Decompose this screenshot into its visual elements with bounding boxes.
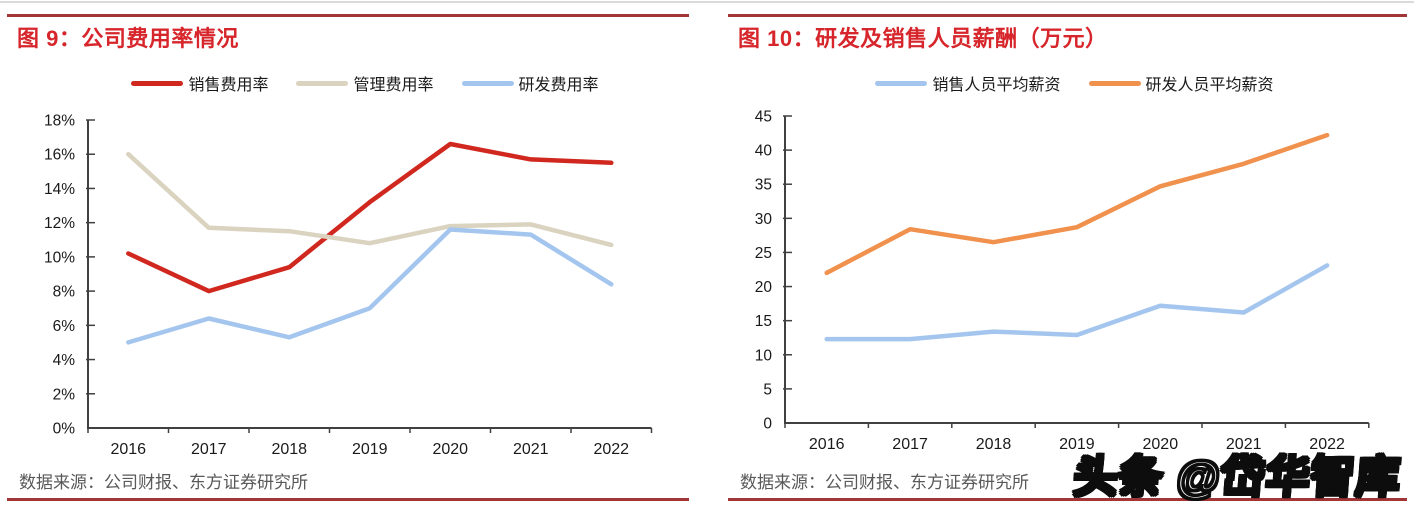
figure9-line-chart: 0% 2% 4% 6% 8% 10% 12% 14% 16% 18% 2016 2017 2018 201… <box>44 113 653 458</box>
y-axis-tick-label: 5 <box>763 381 772 398</box>
figure9-top-rule <box>7 14 689 17</box>
legend-label: 研发费用率 <box>518 77 599 94</box>
y-axis-tick-label: 10 <box>755 347 773 364</box>
series-line <box>824 263 1330 342</box>
figure10-title: 图 10：研发及销售人员薪酬（万元） <box>738 26 1108 51</box>
legend-line-swatch <box>1088 80 1141 86</box>
legend-line-swatch <box>131 80 184 86</box>
x-axis-tick-label: 2018 <box>271 441 307 458</box>
x-axis-tick-label: 2019 <box>352 441 388 458</box>
page-top-divider <box>0 1 1414 3</box>
y-axis-tick-label: 15 <box>755 313 772 330</box>
y-axis-tick-label: 14% <box>44 181 75 198</box>
legend-label: 销售费用率 <box>188 77 269 94</box>
y-axis-tick-label: 40 <box>755 143 773 160</box>
legend-item: 销售人员平均薪资 <box>875 71 1061 95</box>
figure10-bottom-rule <box>728 498 1407 501</box>
x-axis-tick-label: 2021 <box>513 441 549 458</box>
legend-item: 研发费用率 <box>461 71 599 95</box>
x-axis-tick-label: 2019 <box>1059 436 1095 453</box>
legend-item: 研发人员平均薪资 <box>1088 71 1274 95</box>
series-line <box>824 132 1330 276</box>
x-axis-tick-label: 2020 <box>1143 436 1179 453</box>
figure10-line-chart: 0 5 10 15 20 25 30 35 40 45 2016 2017 2018 2019 2020 20… <box>755 109 1370 453</box>
y-axis-tick-label: 8% <box>53 284 76 301</box>
legend-item: 销售费用率 <box>131 71 268 95</box>
y-axis-tick-label: 0 <box>763 416 772 433</box>
figure10-top-rule <box>728 14 1407 17</box>
x-axis-tick-label: 2022 <box>593 441 629 458</box>
x-axis-tick-label: 2021 <box>1226 436 1262 453</box>
x-axis-tick-label: 2017 <box>892 436 928 453</box>
y-axis-tick-label: 10% <box>44 249 75 266</box>
x-axis-tick-label: 2017 <box>191 441 227 458</box>
legend-label: 研发人员平均薪资 <box>1145 77 1274 94</box>
figure10-source-note: 数据来源：公司财报、东方证券研究所 <box>740 473 1029 492</box>
y-axis-tick-label: 25 <box>755 245 772 262</box>
legend-label: 管理费用率 <box>353 77 434 94</box>
legend-label: 销售人员平均薪资 <box>932 77 1061 94</box>
y-axis-tick-label: 0% <box>53 421 76 438</box>
y-axis-tick-label: 45 <box>755 109 772 126</box>
legend-line-swatch <box>875 80 928 86</box>
figure9-legend: 销售费用率 管理费用率 研发费用率 <box>7 71 689 95</box>
y-axis-tick-label: 18% <box>44 113 75 130</box>
series-line <box>126 141 614 294</box>
y-axis-tick-label: 6% <box>53 318 76 335</box>
x-axis-tick-label: 2016 <box>809 436 845 453</box>
figure9-panel: 图 9：公司费用率情况 销售费用率 管理费用率 研发费用率 0% 2% 4% 6% 8% 10… <box>7 0 689 510</box>
y-axis-tick-label: 20 <box>755 279 773 296</box>
y-axis-tick-label: 2% <box>53 386 76 403</box>
series-line <box>126 151 614 248</box>
series-line <box>126 227 614 345</box>
x-axis-tick-label: 2016 <box>110 441 146 458</box>
y-axis-tick-label: 35 <box>755 177 772 194</box>
figure10-panel: 图 10：研发及销售人员薪酬（万元） 销售人员平均薪资 研发人员平均薪资 0 5 10… <box>728 0 1407 510</box>
x-axis-tick-label: 2022 <box>1309 436 1345 453</box>
figure10-legend: 销售人员平均薪资 研发人员平均薪资 <box>728 71 1407 95</box>
legend-item: 管理费用率 <box>296 71 434 95</box>
toutiao-watermark: 头条 @岱华智库 <box>1071 452 1404 504</box>
y-axis-tick-label: 30 <box>755 211 773 228</box>
legend-line-swatch <box>296 80 349 86</box>
x-axis-tick-label: 2020 <box>432 441 468 458</box>
figure9-title: 图 9：公司费用率情况 <box>17 26 239 51</box>
y-axis-tick-label: 12% <box>44 215 75 232</box>
legend-line-swatch <box>461 80 514 86</box>
y-axis-tick-label: 16% <box>44 147 75 164</box>
figure9-source-note: 数据来源：公司财报、东方证券研究所 <box>19 473 308 492</box>
y-axis-tick-label: 4% <box>53 352 76 369</box>
x-axis-tick-label: 2018 <box>976 436 1012 453</box>
figure9-bottom-rule <box>7 498 689 501</box>
